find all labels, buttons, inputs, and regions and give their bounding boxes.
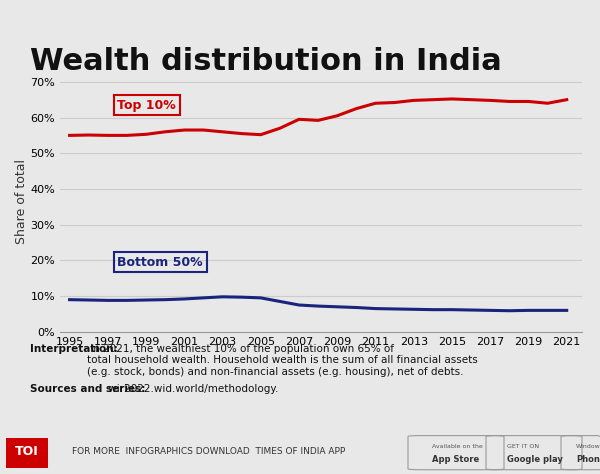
Text: Phone: Phone [576, 455, 600, 464]
Text: wir2022.wid.world/methodology.: wir2022.wid.world/methodology. [105, 384, 278, 394]
Text: GET IT ON: GET IT ON [507, 444, 539, 449]
FancyBboxPatch shape [6, 438, 48, 467]
Text: Windows: Windows [576, 444, 600, 449]
Text: Wealth distribution in India: Wealth distribution in India [30, 47, 502, 76]
Text: Bottom 50%: Bottom 50% [118, 256, 203, 269]
Y-axis label: Share of total: Share of total [14, 159, 28, 244]
Text: Google play: Google play [507, 455, 563, 464]
Text: Sources and series:: Sources and series: [30, 384, 145, 394]
Text: In 2021, the wealthiest 10% of the population own 65% of
total household wealth.: In 2021, the wealthiest 10% of the popul… [87, 344, 478, 377]
Text: Top 10%: Top 10% [118, 99, 176, 111]
Text: App Store: App Store [432, 455, 479, 464]
Text: Interpretation:: Interpretation: [30, 344, 118, 354]
Text: FOR MORE  INFOGRAPHICS DOWNLOAD  TIMES OF INDIA APP: FOR MORE INFOGRAPHICS DOWNLOAD TIMES OF … [72, 447, 345, 456]
Text: TOI: TOI [15, 445, 39, 458]
Text: Available on the: Available on the [432, 444, 483, 449]
